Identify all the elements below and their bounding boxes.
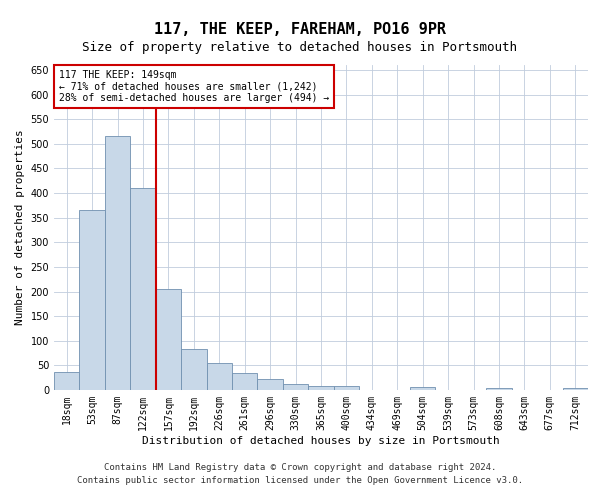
Y-axis label: Number of detached properties: Number of detached properties (15, 130, 25, 326)
Text: 117, THE KEEP, FAREHAM, PO16 9PR: 117, THE KEEP, FAREHAM, PO16 9PR (154, 22, 446, 38)
Bar (206, 363, 232, 390)
Text: Contains public sector information licensed under the Open Government Licence v3: Contains public sector information licen… (77, 476, 523, 485)
Bar (181, 349, 206, 390)
Bar (105, 136, 130, 390)
Bar (54, 372, 79, 390)
Text: 117 THE KEEP: 149sqm
← 71% of detached houses are smaller (1,242)
28% of semi-de: 117 THE KEEP: 149sqm ← 71% of detached h… (59, 70, 329, 103)
Bar (563, 388, 588, 390)
Text: Size of property relative to detached houses in Portsmouth: Size of property relative to detached ho… (83, 41, 517, 54)
X-axis label: Distribution of detached houses by size in Portsmouth: Distribution of detached houses by size … (142, 436, 500, 446)
Bar (156, 289, 181, 390)
Bar (232, 373, 257, 390)
Bar (308, 386, 334, 390)
Bar (257, 379, 283, 390)
Bar (334, 386, 359, 390)
Bar (79, 210, 105, 390)
Bar (283, 384, 308, 390)
Text: Contains HM Land Registry data © Crown copyright and database right 2024.: Contains HM Land Registry data © Crown c… (104, 464, 496, 472)
Bar (410, 386, 436, 390)
Bar (130, 188, 156, 390)
Bar (486, 388, 512, 390)
